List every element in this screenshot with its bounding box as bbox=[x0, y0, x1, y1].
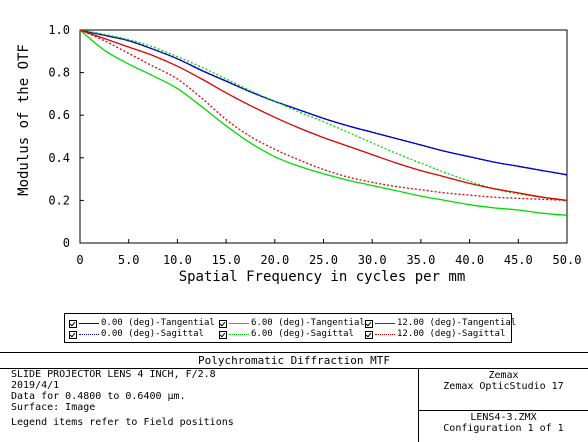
x-tick-label: 20.0 bbox=[260, 253, 289, 267]
checkbox-icon[interactable] bbox=[219, 330, 227, 339]
x-tick-label: 40.0 bbox=[455, 253, 484, 267]
chart-series bbox=[79, 29, 568, 216]
software-info: Zemax Zemax OpticStudio 17 bbox=[419, 369, 588, 411]
legend-item[interactable]: 6.00 (deg)-Tangential bbox=[219, 318, 365, 329]
legend-label: 0.00 (deg)-Sagittal bbox=[101, 329, 204, 339]
chart-legend: 0.00 (deg)-Tangential 0.00 (deg)-Sagitta… bbox=[64, 313, 516, 343]
chart-axes: 0 5.0 10.0 15.0 20.0 25.0 30.0 35.0 40.0 45.0 50.0… bbox=[48, 23, 581, 267]
series-line bbox=[79, 29, 568, 176]
mtf-chart: 0 5.0 10.0 15.0 20.0 25.0 30.0 35.0 40.0 45.0 50.0… bbox=[16, 23, 581, 285]
legend-label: 6.00 (deg)-Sagittal bbox=[251, 329, 354, 339]
legend-item[interactable]: 0.00 (deg)-Sagittal bbox=[69, 329, 204, 340]
checkbox-icon[interactable] bbox=[365, 319, 373, 328]
x-tick-label: 45.0 bbox=[504, 253, 533, 267]
x-tick-label: 25.0 bbox=[309, 253, 338, 267]
y-tick-label: 0.2 bbox=[48, 193, 70, 207]
legend-swatch bbox=[375, 323, 395, 324]
checkbox-icon[interactable] bbox=[219, 319, 227, 328]
y-tick-label: 0.8 bbox=[48, 66, 70, 80]
x-tick-label: 0 bbox=[76, 253, 83, 267]
analysis-title: Polychromatic Diffraction MTF bbox=[0, 353, 588, 369]
plot-frame bbox=[79, 29, 568, 244]
series-line bbox=[79, 29, 568, 202]
legend-label: 12.00 (deg)-Sagittal bbox=[397, 329, 506, 339]
y-axis-label: Modulus of the OTF bbox=[16, 44, 32, 196]
legend-item[interactable]: 0.00 (deg)-Tangential bbox=[69, 318, 215, 329]
configuration-label: Configuration 1 of 1 bbox=[443, 423, 564, 434]
y-tick-label: 0 bbox=[63, 236, 70, 250]
legend-swatch bbox=[229, 323, 249, 324]
checkbox-icon[interactable] bbox=[69, 330, 77, 339]
checkbox-icon[interactable] bbox=[365, 330, 373, 339]
y-tick-label: 0.4 bbox=[48, 151, 70, 165]
series-line bbox=[79, 29, 568, 176]
series-line bbox=[79, 29, 568, 216]
analysis-date: 2019/4/1 bbox=[11, 380, 60, 391]
legend-label: 12.00 (deg)-Tangential bbox=[397, 318, 517, 328]
legend-note: Legend items refer to Field positions bbox=[11, 417, 234, 428]
x-tick-label: 30.0 bbox=[358, 253, 387, 267]
surface-label: Surface: Image bbox=[11, 402, 96, 413]
x-tick-label: 35.0 bbox=[406, 253, 435, 267]
legend-swatch bbox=[229, 334, 249, 335]
legend-item[interactable]: 6.00 (deg)-Sagittal bbox=[219, 329, 354, 340]
file-name: LENS4-3.ZMX bbox=[470, 412, 537, 423]
info-details: SLIDE PROJECTOR LENS 4 INCH, F/2.8 2019/… bbox=[11, 369, 216, 413]
x-tick-label: 10.0 bbox=[163, 253, 192, 267]
checkbox-icon[interactable] bbox=[69, 319, 77, 328]
y-tick-label: 1.0 bbox=[48, 23, 70, 37]
x-tick-label: 5.0 bbox=[118, 253, 140, 267]
info-panel: Polychromatic Diffraction MTF SLIDE PROJ… bbox=[0, 352, 588, 442]
x-axis-label: Spatial Frequency in cycles per mm bbox=[179, 269, 466, 285]
legend-swatch bbox=[375, 334, 395, 335]
wavelength-range: Data for 0.4800 to 0.6400 µm. bbox=[11, 391, 186, 402]
legend-label: 6.00 (deg)-Tangential bbox=[251, 318, 365, 328]
legend-swatch bbox=[79, 334, 99, 335]
legend-item[interactable]: 12.00 (deg)-Tangential bbox=[365, 318, 516, 329]
file-info: LENS4-3.ZMX Configuration 1 of 1 bbox=[419, 411, 588, 434]
series-line bbox=[79, 29, 568, 202]
legend-item[interactable]: 12.00 (deg)-Sagittal bbox=[365, 329, 505, 340]
info-right-panel: Zemax Zemax OpticStudio 17 LENS4-3.ZMX C… bbox=[418, 369, 588, 442]
legend-swatch bbox=[79, 323, 99, 324]
lens-title: SLIDE PROJECTOR LENS 4 INCH, F/2.8 bbox=[11, 369, 216, 380]
x-tick-label: 15.0 bbox=[212, 253, 241, 267]
company-name: Zemax bbox=[488, 370, 519, 381]
y-tick-label: 0.6 bbox=[48, 108, 70, 122]
x-tick-label: 50.0 bbox=[553, 253, 582, 267]
product-name: Zemax OpticStudio 17 bbox=[443, 381, 564, 392]
legend-label: 0.00 (deg)-Tangential bbox=[101, 318, 215, 328]
